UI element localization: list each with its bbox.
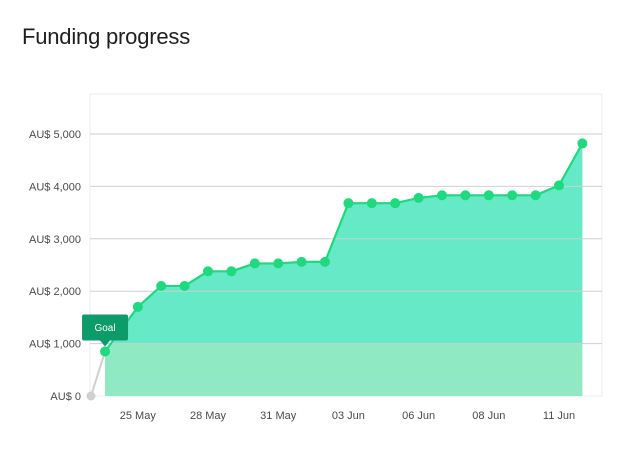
x-tick-label: 08 Jun (472, 410, 505, 422)
y-tick-label: AU$ 2,000 (29, 286, 81, 298)
data-point (577, 138, 588, 149)
x-tick-label: 03 Jun (332, 410, 365, 422)
data-point (413, 192, 424, 203)
data-point (366, 198, 377, 209)
y-tick-label: AU$ 3,000 (29, 234, 81, 246)
data-point (437, 190, 447, 201)
goal-label: Goal (94, 323, 115, 334)
data-point (249, 258, 260, 269)
y-tick-label: AU$ 1,000 (29, 339, 81, 351)
data-point (320, 256, 330, 267)
start-line (90, 351, 106, 397)
data-point (132, 301, 143, 312)
x-tick-label: 25 May (120, 410, 157, 422)
data-point (296, 256, 307, 267)
data-point (460, 190, 471, 201)
y-tick-label: AU$ 5,000 (29, 129, 81, 141)
y-tick-label: AU$ 4,000 (29, 181, 81, 193)
chart-title: Funding progress (22, 24, 191, 49)
x-tick-label: 11 Jun (543, 410, 575, 422)
data-point (203, 266, 213, 277)
area-fill-below-goal (105, 343, 583, 396)
data-point (156, 280, 167, 291)
data-point (226, 266, 237, 277)
start-point (86, 391, 96, 401)
data-point (530, 190, 541, 201)
data-point (390, 198, 401, 209)
data-point (100, 346, 111, 357)
goal-tag-pointer (100, 340, 111, 347)
data-point (179, 280, 190, 291)
x-tick-label: 31 May (260, 410, 297, 422)
x-tick-label: 06 Jun (402, 410, 435, 422)
x-tick-label: 28 May (190, 410, 227, 422)
data-point (273, 258, 284, 269)
data-point (507, 190, 518, 201)
data-point (554, 180, 564, 191)
y-tick-label: AU$ 0 (50, 391, 81, 403)
data-point (343, 198, 354, 209)
goal-tag (82, 314, 129, 341)
area-fill-above-goal (110, 143, 583, 344)
data-point (483, 190, 494, 201)
